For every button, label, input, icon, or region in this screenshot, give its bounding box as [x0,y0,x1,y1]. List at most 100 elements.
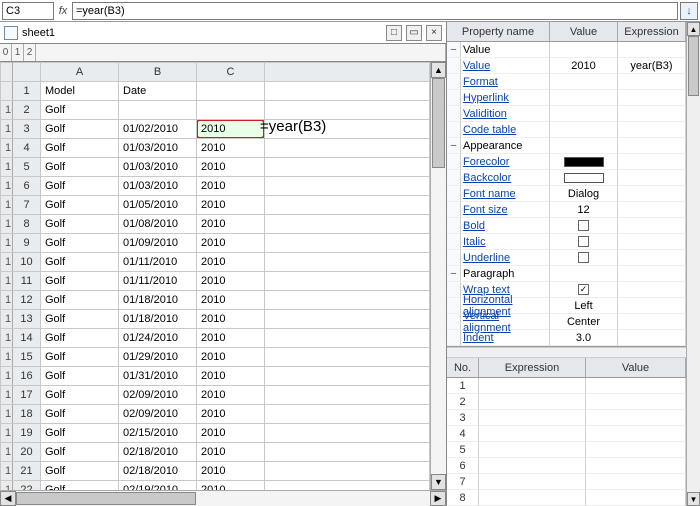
expression-row[interactable]: 5 [447,442,686,458]
cell[interactable]: 01/08/2010 [119,215,197,234]
col-property-name[interactable]: Property name [447,22,550,41]
row-header[interactable]: 5 [13,158,41,177]
property-value[interactable] [550,90,618,106]
row-header[interactable]: 12 [13,291,41,310]
spreadsheet-grid[interactable]: ABC1ModelDate1-2Golf13Golf01/02/20102010… [0,62,430,490]
property-value[interactable]: 2010 [550,58,618,74]
property-name[interactable]: Value [461,42,550,58]
cell[interactable]: Golf [41,215,119,234]
outline-cell[interactable]: 1 [1,272,13,291]
property-name[interactable]: Appearance [461,138,550,154]
cell[interactable]: 01/24/2010 [119,329,197,348]
cell[interactable] [265,101,430,120]
property-name[interactable]: Italic [461,234,550,250]
property-name[interactable]: Backcolor [461,170,550,186]
cell[interactable] [265,291,430,310]
property-value[interactable] [550,138,618,154]
cell[interactable]: 2010 [197,291,265,310]
col-expression[interactable]: Expression [618,22,686,41]
panel-scrollbar[interactable]: ▲ ▼ [686,22,700,506]
cell[interactable]: 2010 [197,405,265,424]
outline-cell[interactable] [1,82,13,101]
property-value[interactable]: Left [550,298,618,314]
checkbox[interactable] [578,252,589,263]
property-group[interactable]: −Value [447,42,686,58]
property-row[interactable]: Vertical alignmentCenter [447,314,686,330]
col-header-B[interactable]: B [119,63,197,82]
checkbox[interactable] [578,220,589,231]
vertical-scrollbar[interactable]: ▲ ▼ [430,62,446,490]
outline-cell[interactable]: 1 [1,405,13,424]
property-expression[interactable] [618,250,686,266]
cell[interactable]: 01/31/2010 [119,367,197,386]
cell[interactable]: 01/29/2010 [119,348,197,367]
property-name[interactable]: Validition [461,106,550,122]
property-expression[interactable] [618,186,686,202]
outline-cell[interactable]: 1 [1,120,13,139]
col-value[interactable]: Value [586,358,686,377]
property-row[interactable]: Font nameDialog [447,186,686,202]
expression-row[interactable]: 1 [447,378,686,394]
cell[interactable]: 01/03/2010 [119,139,197,158]
cell[interactable]: 2010 [197,386,265,405]
cell[interactable]: 2010 [197,272,265,291]
row-header[interactable]: 2 [13,101,41,120]
cell[interactable]: Model [41,82,119,101]
outline-cell[interactable]: 1 [1,234,13,253]
row-expression[interactable] [479,378,586,394]
property-expression[interactable] [618,106,686,122]
cell[interactable]: 02/15/2010 [119,424,197,443]
property-name[interactable]: Code table [461,122,550,138]
property-row[interactable]: Indent3.0 [447,330,686,346]
outline-cell[interactable]: 1 [1,462,13,481]
ruler-seg[interactable]: 2 [24,44,36,61]
row-header[interactable]: 14 [13,329,41,348]
cell[interactable]: Golf [41,462,119,481]
cell[interactable]: Golf [41,367,119,386]
property-row[interactable]: Validition [447,106,686,122]
outline-cell[interactable]: 1 [1,253,13,272]
maximize-window-button[interactable]: ▭ [406,25,422,41]
outline-cell[interactable]: 1 [1,291,13,310]
cell[interactable]: Golf [41,291,119,310]
cell[interactable]: 2010 [197,462,265,481]
cell[interactable]: 01/09/2010 [119,234,197,253]
outline-cell[interactable]: 1 [1,481,13,491]
row-header[interactable]: 7 [13,196,41,215]
row-header[interactable]: 4 [13,139,41,158]
checkbox[interactable] [578,236,589,247]
property-expression[interactable] [618,74,686,90]
row-expression[interactable] [479,442,586,458]
row-value[interactable] [586,410,686,426]
property-name[interactable]: Font size [461,202,550,218]
row-value[interactable] [586,378,686,394]
cell[interactable]: 2010 [197,481,265,491]
cell[interactable]: 2010 [197,139,265,158]
scroll-thumb[interactable] [432,78,445,168]
row-header[interactable]: 19 [13,424,41,443]
cell[interactable]: Golf [41,443,119,462]
cell[interactable] [265,139,430,158]
property-row[interactable]: Bold [447,218,686,234]
row-value[interactable] [586,442,686,458]
property-expression[interactable] [618,298,686,314]
property-row[interactable]: Value2010year(B3) [447,58,686,74]
cell[interactable]: Golf [41,196,119,215]
col-header-C[interactable]: C [197,63,265,82]
row-header[interactable]: 22 [13,481,41,491]
cell[interactable]: Golf [41,424,119,443]
property-name[interactable]: Forecolor [461,154,550,170]
cell[interactable]: 2010 [197,443,265,462]
cell[interactable] [265,405,430,424]
property-value[interactable]: 3.0 [550,330,618,346]
corner-header[interactable] [13,63,41,82]
row-expression[interactable] [479,490,586,506]
property-name[interactable]: Indent [461,330,550,346]
property-name[interactable]: Vertical alignment [461,314,550,330]
property-name[interactable]: Bold [461,218,550,234]
cell[interactable]: 01/02/2010 [119,120,197,139]
scroll-left-button[interactable]: ◀ [0,491,16,506]
cell-reference-box[interactable]: C3 [2,2,54,20]
cell[interactable] [119,101,197,120]
close-window-button[interactable]: × [426,25,442,41]
